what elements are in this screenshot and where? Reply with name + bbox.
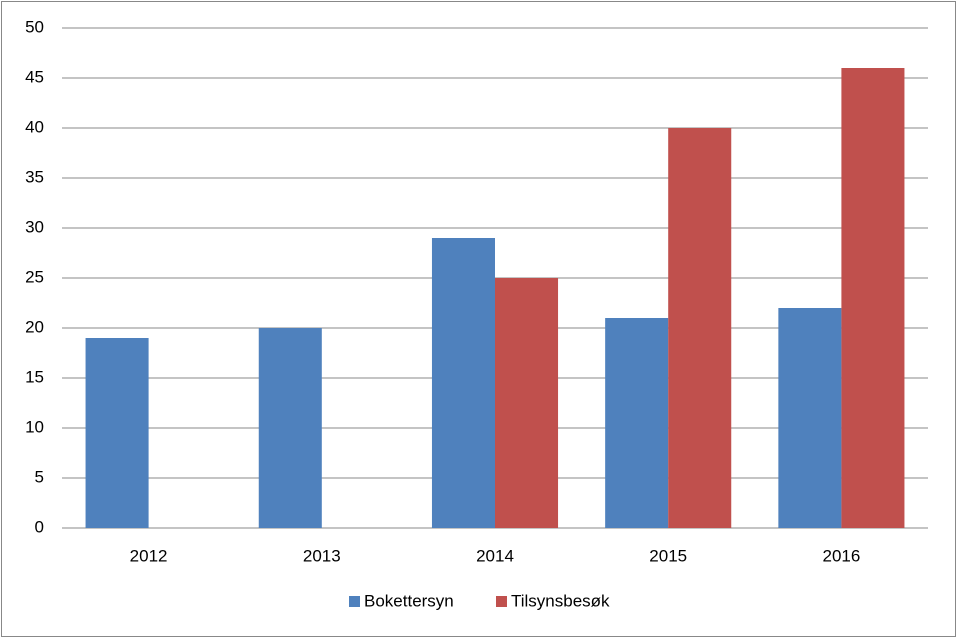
y-tick-label: 0 bbox=[35, 517, 44, 536]
bar bbox=[668, 128, 732, 528]
y-tick-label: 50 bbox=[25, 17, 44, 36]
bar bbox=[841, 68, 905, 528]
bar bbox=[778, 308, 842, 528]
y-tick-label: 20 bbox=[25, 317, 44, 336]
legend-swatch bbox=[349, 596, 360, 607]
bar bbox=[495, 278, 559, 528]
legend-label: Tilsynsbesøk bbox=[511, 591, 610, 610]
bar bbox=[258, 328, 322, 528]
x-tick-label: 2014 bbox=[476, 546, 514, 565]
y-tick-label: 40 bbox=[25, 117, 44, 136]
bar bbox=[431, 238, 495, 528]
y-tick-label: 30 bbox=[25, 217, 44, 236]
legend-label: Bokettersyn bbox=[364, 591, 454, 610]
y-tick-label: 10 bbox=[25, 417, 44, 436]
y-tick-label: 45 bbox=[25, 67, 44, 86]
y-tick-label: 25 bbox=[25, 267, 44, 286]
bar bbox=[605, 318, 669, 528]
y-tick-label: 5 bbox=[35, 467, 44, 486]
x-tick-label: 2012 bbox=[130, 546, 168, 565]
bar bbox=[85, 338, 149, 528]
legend-swatch bbox=[496, 596, 507, 607]
y-tick-label: 15 bbox=[25, 367, 44, 386]
x-tick-label: 2013 bbox=[303, 546, 341, 565]
x-tick-label: 2015 bbox=[649, 546, 687, 565]
y-tick-label: 35 bbox=[25, 167, 44, 186]
x-tick-label: 2016 bbox=[822, 546, 860, 565]
